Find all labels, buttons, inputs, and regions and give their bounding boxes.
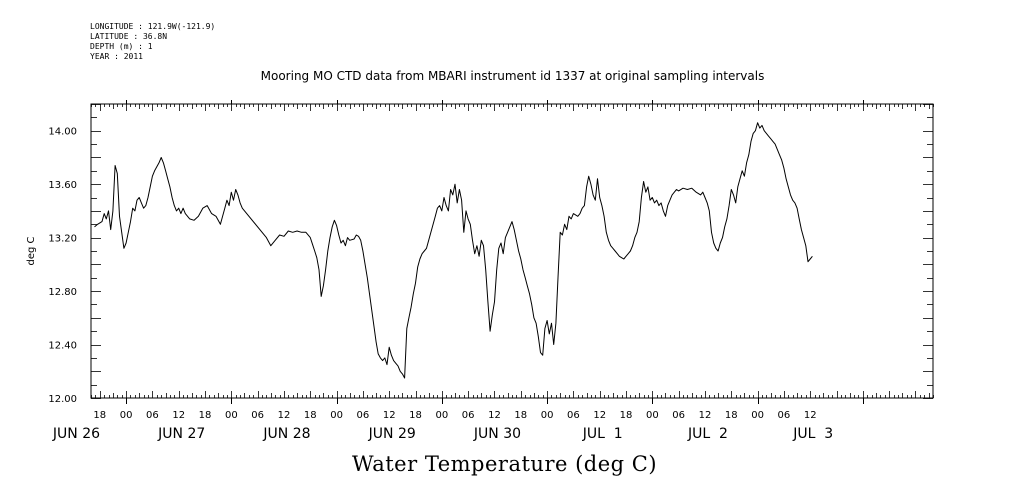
x-hour-tick-label: 18 [199,410,212,421]
x-hour-tick-label: 00 [541,410,554,421]
x-hour-tick-label: 00 [751,410,764,421]
y-tick-label: 13.20 [48,234,77,245]
x-hour-tick-label: 12 [488,410,501,421]
x-day-label: JUL 3 [792,426,833,442]
labels-group: 18 00 06 12 18 00 06 12 18 00 06 12 18 00 06 12 18 00 06 12… [26,127,833,442]
x-day-label: JUN 29 [368,426,416,442]
x-hour-tick-label: 06 [567,410,580,421]
x-hour-tick-label: 12 [804,410,817,421]
x-hour-tick-label: 06 [778,410,791,421]
x-hour-tick-label: 06 [251,410,264,421]
x-hour-tick-label: 12 [383,410,396,421]
x-hour-tick-label: 18 [409,410,422,421]
depth-text: DEPTH (m) : 1 [90,42,153,51]
y-tick-label: 12.00 [48,394,77,405]
longitude-text: LONGITUDE : 121.9W(-121.9) [90,22,216,31]
year-text: YEAR : 2011 [90,52,143,61]
chart-title-wrap: Mooring MO CTD data from MBARI instrumen… [0,69,1009,83]
x-hour-tick-label: 12 [172,410,185,421]
x-hour-tick-label: 18 [620,410,633,421]
x-hour-tick-label: 06 [357,410,370,421]
axes-group [90,100,934,404]
plot-frame [90,103,934,399]
x-hour-tick-label: 06 [146,410,159,421]
y-tick-label: 13.60 [48,180,77,191]
x-day-label: JUL 1 [582,426,623,442]
series-line-0 [94,122,813,379]
x-hour-tick-label: 18 [304,410,317,421]
chart-title: Mooring MO CTD data from MBARI instrumen… [260,69,765,83]
x-hour-tick-label: 00 [120,410,133,421]
y-tick-label: 12.40 [48,341,77,352]
x-day-label: JUN 28 [262,426,310,442]
x-day-label: JUN 30 [473,426,521,442]
latitude-text: LATITUDE : 36.8N [90,32,168,41]
y-axis-label: deg C [26,236,37,265]
x-day-label: JUN 27 [157,426,205,442]
x-hour-tick-label: 00 [435,410,448,421]
y-tick-label: 14.00 [48,127,77,138]
x-hour-tick-label: 18 [514,410,527,421]
x-hour-tick-label: 06 [462,410,475,421]
x-hour-tick-label: 12 [699,410,712,421]
x-hour-tick-label: 18 [93,410,106,421]
x-hour-tick-label: 00 [330,410,343,421]
marks-group [94,122,813,379]
x-hour-tick-label: 00 [646,410,659,421]
x-hour-tick-label: 00 [225,410,238,421]
x-axis-title: Water Temperature (deg C) [351,452,658,476]
x-day-label: JUN 26 [52,426,100,442]
x-day-label: JUL 2 [687,426,728,442]
metadata-block: LONGITUDE : 121.9W(-121.9) LATITUDE : 36… [90,22,215,62]
y-tick-label: 12.80 [48,287,77,298]
x-hour-tick-label: 12 [593,410,606,421]
x-hour-tick-label: 18 [725,410,738,421]
x-hour-tick-label: 06 [672,410,685,421]
x-hour-tick-label: 12 [278,410,291,421]
